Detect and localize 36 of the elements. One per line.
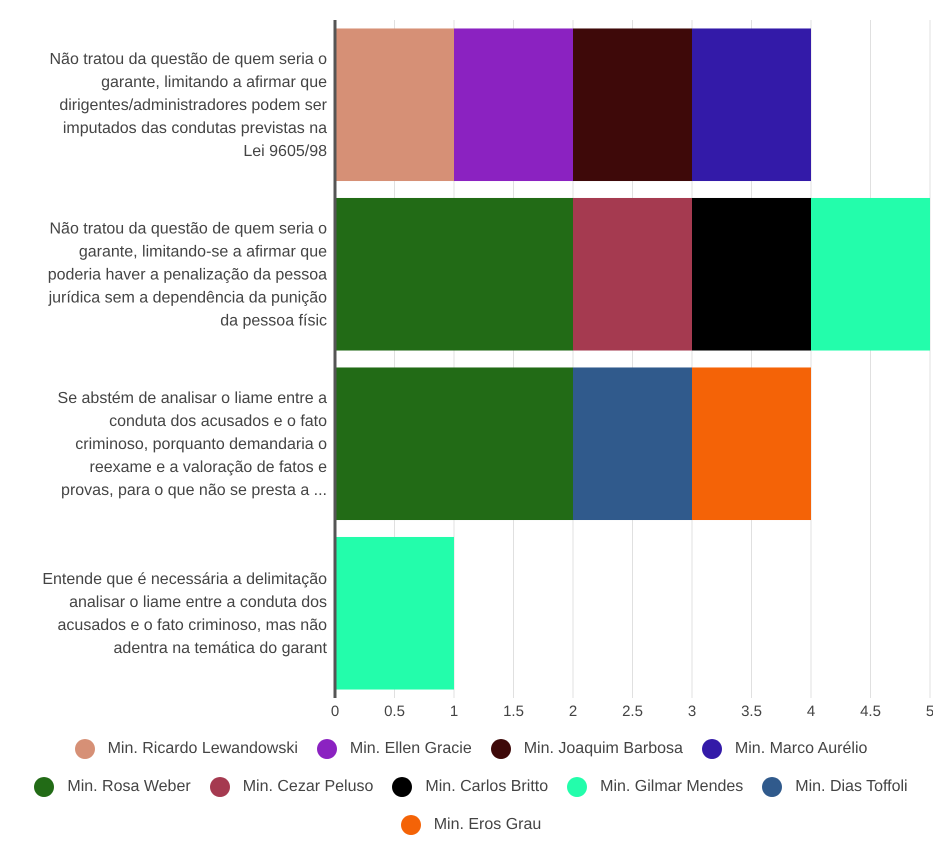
- legend-label: Min. Dias Toffoli: [795, 778, 908, 796]
- legend-label: Min. Eros Grau: [434, 816, 542, 834]
- bar: [335, 198, 573, 351]
- x-tick-label: 0: [330, 703, 340, 720]
- bar: [335, 28, 454, 182]
- bar: [454, 28, 573, 182]
- bar: [335, 367, 573, 520]
- legend-label: Min. Joaquim Barbosa: [524, 740, 683, 758]
- x-tick-label: 4.5: [860, 703, 881, 720]
- x-tick-label: 2: [568, 703, 578, 720]
- x-tick-label: 1.5: [503, 703, 524, 720]
- legend-label: Min. Carlos Britto: [425, 778, 548, 796]
- x-tick-label: 1: [450, 703, 458, 720]
- legend-label: Min. Gilmar Mendes: [600, 778, 744, 796]
- x-tick-label: 2.5: [622, 703, 643, 720]
- bar: [573, 198, 692, 351]
- x-tick-label: 4: [806, 703, 816, 720]
- bar: [692, 367, 811, 520]
- legend-label: Min. Marco Aurélio: [734, 740, 868, 758]
- y-tick-label: Não tratou da questão de quem seria o garante, limitando-se a afirmar que poderia haver a penalização da pessoa jurídica sem a dependência da punição da pessoa físic: [48, 220, 328, 330]
- x-tick-label: 0.5: [384, 703, 405, 720]
- legend-label: Min. Cezar Peluso: [242, 778, 374, 796]
- bar: [692, 28, 811, 182]
- legend-label: Min. Ricardo Lewandowski: [108, 740, 298, 758]
- bar: [811, 198, 930, 351]
- y-tick-label: Entende que é necessária a delimitação analisar o liame entre a conduta dos acusados e o fato criminoso, mas não adentra na temática do garant: [42, 570, 328, 657]
- legend-label: Min. Rosa Weber: [67, 778, 191, 796]
- x-tick-label: 3: [688, 703, 696, 720]
- bar: [573, 28, 692, 182]
- y-tick-label: Não tratou da questão de quem seria o garante, limitando a afirmar que dirigentes/administradores podem ser imputados das condutas previstas na Lei 9605/98: [49, 50, 328, 160]
- y-tick-label: Se abstém de analisar o liame entre a conduta dos acusados e o fato criminoso, porquanto demandaria o reexame e a valoração de fatos e provas, para o que não se presta a ...: [58, 390, 328, 499]
- bar: [335, 536, 454, 690]
- x-tick-label: 3.5: [741, 703, 762, 720]
- bar: [573, 367, 692, 520]
- legend-label: Min. Ellen Gracie: [350, 740, 472, 758]
- bar: [692, 198, 811, 351]
